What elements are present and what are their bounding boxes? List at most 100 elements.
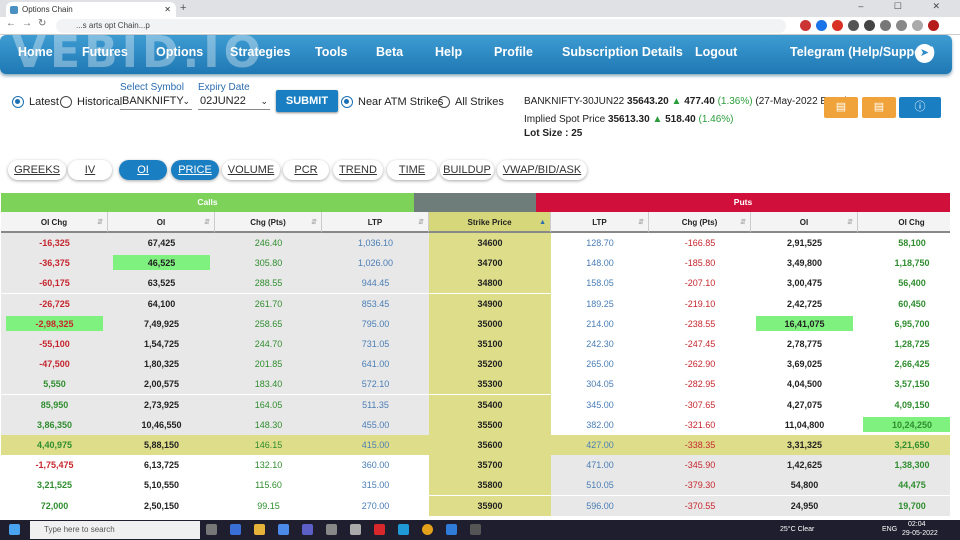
puts-oi-header[interactable]: OI ⇵ <box>751 212 858 233</box>
task-view-icon[interactable] <box>206 524 217 535</box>
extension-icon[interactable] <box>896 20 907 31</box>
app-icon[interactable] <box>230 524 241 535</box>
tab-iv[interactable]: IV <box>68 160 112 180</box>
zoom-icon[interactable] <box>278 524 289 535</box>
app-icon[interactable] <box>446 524 457 535</box>
nav-tools[interactable]: Tools <box>315 45 348 59</box>
tab-greeks[interactable]: GREEKS <box>8 160 66 180</box>
table-row[interactable]: 72,000 2,50,150 99.15 270.00 35900 596.00 -370… <box>1 495 950 516</box>
app-icon[interactable] <box>326 524 337 535</box>
table-row[interactable]: -47,500 1,80,325 201.85 641.00 35200 265.00 -2… <box>1 354 950 375</box>
latest-radio[interactable] <box>12 96 24 108</box>
sort-asc-icon[interactable]: ▲ <box>539 219 546 226</box>
all-strikes-radio[interactable] <box>438 96 450 108</box>
extension-icon[interactable] <box>848 20 859 31</box>
extension-icon[interactable] <box>880 20 891 31</box>
clock-time[interactable]: 02:04 <box>908 521 926 528</box>
historical-radio[interactable] <box>60 96 72 108</box>
strike-price-header[interactable]: Strike Price ▲ <box>429 212 551 233</box>
table-row[interactable]: -16,325 67,425 246.40 1,036.10 34600 128.70 -1… <box>1 233 950 253</box>
expiry-select[interactable]: 02JUN22 ⌄ <box>198 94 270 110</box>
extension-icon[interactable] <box>912 20 923 31</box>
table-row[interactable]: -1,75,475 6,13,725 132.10 360.00 35700 471.00… <box>1 455 950 476</box>
nav-options[interactable]: Options <box>156 45 204 59</box>
nav-futures[interactable]: Futures <box>82 45 128 59</box>
sort-icon[interactable]: ⇵ <box>638 219 644 226</box>
table-row[interactable]: -2,98,325 7,49,925 258.65 795.00 35000 214.00… <box>1 313 950 334</box>
sort-icon[interactable]: ⇵ <box>847 219 853 226</box>
calls-ltp-value: 360.00 <box>361 460 390 471</box>
sort-icon[interactable]: ⇵ <box>97 219 103 226</box>
app-icon[interactable] <box>350 524 361 535</box>
calls-oi-chg-header[interactable]: OI Chg ⇵ <box>1 212 108 233</box>
nav-home[interactable]: Home <box>18 45 53 59</box>
new-tab-icon[interactable]: + <box>180 2 187 14</box>
table-row[interactable]: 3,86,350 10,46,550 148.30 455.00 35500 382.00… <box>1 414 950 435</box>
table-row[interactable]: 3,21,525 5,10,550 115.60 315.00 35800 510.05 -… <box>1 475 950 496</box>
chrome-icon[interactable] <box>422 524 433 535</box>
export-csv-icon[interactable]: ▤ <box>862 97 896 118</box>
table-row[interactable]: 5,550 2,00,575 183.40 572.10 35300 304.05 -282… <box>1 374 950 395</box>
window-controls[interactable]: – ☐ ✕ <box>858 1 954 11</box>
table-row[interactable]: 4,40,975 5,88,150 146.15 415.00 35600 427.00 -… <box>1 435 950 455</box>
table-row[interactable]: -26,725 64,100 261.70 853.45 34900 189.25 -219… <box>1 293 950 314</box>
info-icon[interactable]: ⓘ <box>899 97 941 118</box>
nav-help[interactable]: Help <box>435 45 463 59</box>
back-icon[interactable]: ← <box>6 18 16 29</box>
start-icon[interactable] <box>9 524 20 535</box>
extension-icon[interactable] <box>816 20 827 31</box>
forward-icon[interactable]: → <box>22 18 32 29</box>
table-row[interactable]: -55,100 1,54,725 244.70 731.05 35100 242.30 -2… <box>1 334 950 354</box>
tab-oi[interactable]: OI <box>119 160 167 180</box>
weather[interactable]: 25°C Clear <box>780 526 815 533</box>
clock-date[interactable]: 29-05-2022 <box>902 530 938 537</box>
puts-chg-header[interactable]: Chg (Pts) ⇵ <box>649 212 751 233</box>
submit-button[interactable]: SUBMIT <box>276 90 338 112</box>
tab-vwap-bid-ask[interactable]: VWAP/BID/ASK <box>497 160 587 180</box>
app-icon[interactable] <box>470 524 481 535</box>
nav-strategies[interactable]: Strategies <box>230 45 291 59</box>
sort-icon[interactable]: ⇵ <box>204 219 210 226</box>
extension-icon[interactable] <box>832 20 843 31</box>
tab-pcr[interactable]: PCR <box>283 160 329 180</box>
nav-subscription[interactable]: Subscription Details <box>562 45 683 59</box>
tab-price[interactable]: PRICE <box>171 160 219 180</box>
nav-telegram[interactable]: Telegram (Help/Support) <box>790 45 935 59</box>
folder-icon[interactable] <box>254 524 265 535</box>
vivaldi-icon[interactable] <box>374 524 385 535</box>
table-row[interactable]: -36,375 46,525 305.80 1,026.00 34700 148.00 -1… <box>1 253 950 274</box>
sort-icon[interactable]: ⇵ <box>311 219 317 226</box>
extension-icon[interactable] <box>800 20 811 31</box>
sort-icon[interactable]: ⇵ <box>740 219 746 226</box>
table-row[interactable]: -60,175 63,525 288.55 944.45 34800 158.05 -207… <box>1 273 950 294</box>
close-tab-icon[interactable]: ✕ <box>164 5 171 14</box>
calls-ltp-header[interactable]: LTP ⇵ <box>322 212 429 233</box>
tab-trend[interactable]: TREND <box>333 160 383 180</box>
calls-oi-cell: 64,100 <box>108 293 215 314</box>
language[interactable]: ENG <box>882 526 898 533</box>
tab-time[interactable]: TIME <box>387 160 437 180</box>
extension-icon[interactable] <box>864 20 875 31</box>
tab-volume[interactable]: VOLUME <box>222 160 280 180</box>
export-pdf-icon[interactable]: ▤ <box>824 97 858 118</box>
tab-buildup[interactable]: BUILDUP <box>440 160 494 180</box>
puts-ltp-header[interactable]: LTP ⇵ <box>551 212 649 233</box>
nav-logout[interactable]: Logout <box>695 45 738 59</box>
symbol-select[interactable]: BANKNIFTY ⌄ <box>120 94 192 110</box>
puts-oi-chg-header[interactable]: OI Chg⇵ <box>858 212 950 233</box>
browser-tab[interactable]: Options Chain ✕ <box>6 2 176 17</box>
url-field[interactable]: ...s arts opt Chain...p <box>56 19 786 33</box>
teams-icon[interactable] <box>302 524 313 535</box>
sort-icon[interactable]: ⇵ <box>418 219 424 226</box>
near-atm-radio[interactable] <box>341 96 353 108</box>
telegram-icon[interactable]: ➤ <box>915 44 934 63</box>
nav-beta[interactable]: Beta <box>376 45 404 59</box>
calls-chg-header[interactable]: Chg (Pts) ⇵ <box>215 212 322 233</box>
reload-icon[interactable]: ↻ <box>38 18 47 29</box>
table-row[interactable]: 85,950 2,73,925 164.05 511.35 35400 345.00 -30… <box>1 394 950 415</box>
nav-profile[interactable]: Profile <box>494 45 533 59</box>
profile-avatar[interactable] <box>928 20 939 31</box>
calls-oi-header[interactable]: OI ⇵ <box>108 212 215 233</box>
edge-icon[interactable] <box>398 524 409 535</box>
taskbar-search[interactable]: Type here to search <box>30 521 200 539</box>
